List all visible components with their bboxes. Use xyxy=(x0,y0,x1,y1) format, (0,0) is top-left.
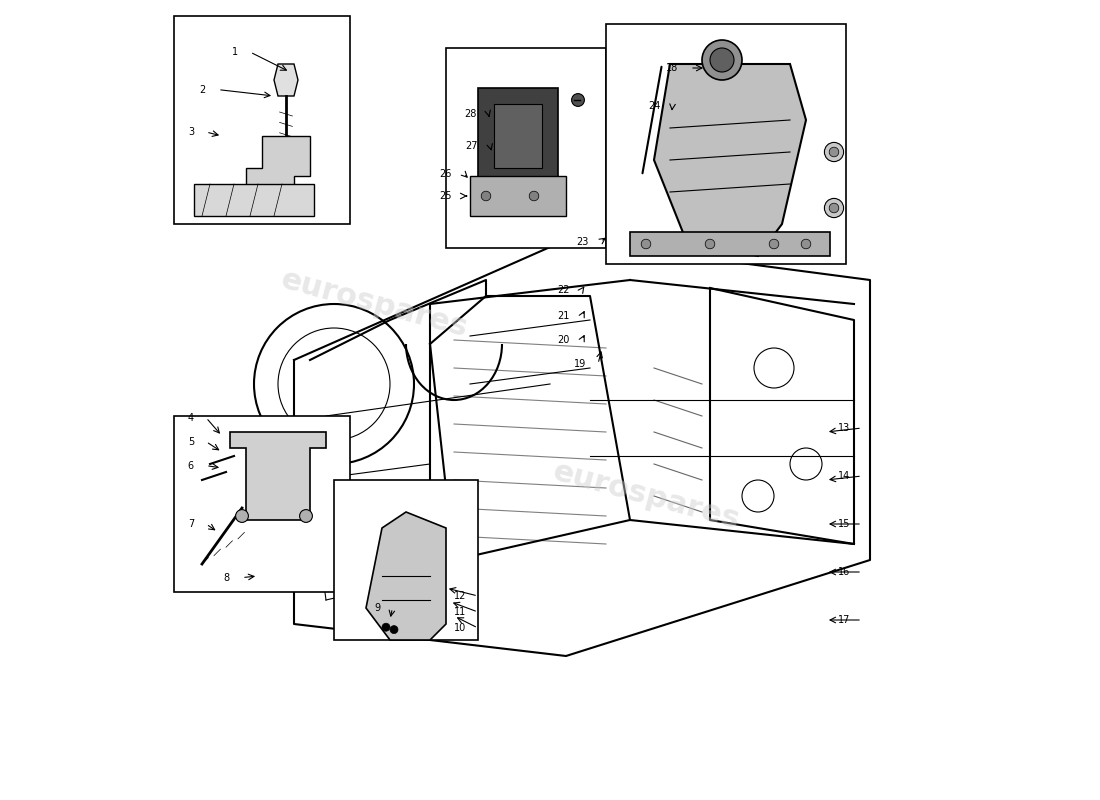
Polygon shape xyxy=(246,136,310,200)
Bar xyxy=(494,104,542,168)
Circle shape xyxy=(829,203,839,213)
Text: 3: 3 xyxy=(188,127,194,137)
Bar xyxy=(446,48,606,248)
Text: 17: 17 xyxy=(837,615,850,625)
Text: 13: 13 xyxy=(838,423,850,433)
Text: 25: 25 xyxy=(439,191,452,201)
Bar xyxy=(194,184,314,216)
Circle shape xyxy=(801,239,811,249)
Text: 27: 27 xyxy=(465,141,478,150)
Circle shape xyxy=(299,510,312,522)
Text: 15: 15 xyxy=(837,519,850,529)
Text: 19: 19 xyxy=(574,359,586,369)
Polygon shape xyxy=(654,64,806,256)
Text: 12: 12 xyxy=(453,591,466,601)
Text: 4: 4 xyxy=(188,413,194,422)
Text: 9: 9 xyxy=(374,603,381,613)
Bar xyxy=(334,480,478,640)
Circle shape xyxy=(824,198,844,218)
Text: 7: 7 xyxy=(188,519,194,529)
Bar xyxy=(174,416,350,592)
Text: 22: 22 xyxy=(558,285,570,294)
Circle shape xyxy=(829,147,839,157)
Circle shape xyxy=(705,239,715,249)
Bar xyxy=(174,16,350,224)
Polygon shape xyxy=(230,432,326,520)
Circle shape xyxy=(382,623,390,631)
Text: 24: 24 xyxy=(648,101,660,110)
Text: eurospares: eurospares xyxy=(549,457,742,535)
Polygon shape xyxy=(274,64,298,96)
Bar xyxy=(470,176,566,216)
Circle shape xyxy=(702,40,743,80)
Text: 6: 6 xyxy=(188,461,194,470)
Circle shape xyxy=(824,142,844,162)
Text: 26: 26 xyxy=(439,169,452,178)
Text: 16: 16 xyxy=(838,567,850,577)
Text: 5: 5 xyxy=(188,437,194,446)
Text: 28: 28 xyxy=(464,109,476,118)
Circle shape xyxy=(710,48,734,72)
Bar xyxy=(630,232,830,256)
Text: 8: 8 xyxy=(224,573,230,582)
Text: 14: 14 xyxy=(838,471,850,481)
Circle shape xyxy=(235,510,249,522)
Circle shape xyxy=(641,239,651,249)
Circle shape xyxy=(529,191,539,201)
Bar xyxy=(478,88,558,184)
Text: 10: 10 xyxy=(453,623,466,633)
Text: 23: 23 xyxy=(576,237,588,246)
Text: 21: 21 xyxy=(558,311,570,321)
Polygon shape xyxy=(366,512,446,640)
Text: 1: 1 xyxy=(232,47,238,57)
Circle shape xyxy=(481,191,491,201)
Text: 2: 2 xyxy=(200,85,206,94)
Text: 11: 11 xyxy=(453,607,466,617)
Circle shape xyxy=(390,626,398,634)
Text: eurospares: eurospares xyxy=(277,265,471,343)
Circle shape xyxy=(572,94,584,106)
Text: 20: 20 xyxy=(558,335,570,345)
Circle shape xyxy=(769,239,779,249)
Text: 18: 18 xyxy=(666,63,678,73)
Bar xyxy=(606,24,846,264)
